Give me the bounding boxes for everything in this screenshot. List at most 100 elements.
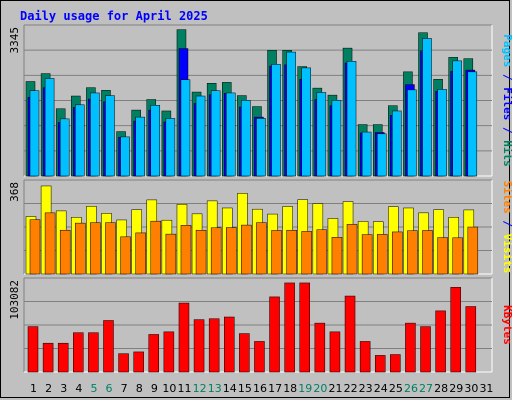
right-label-part-middle-0: Sites — [501, 181, 512, 214]
x-tick-label-day-1: 1 — [30, 382, 37, 395]
bar-kbytes-day-28 — [435, 310, 446, 373]
x-tick-label-day-12: 12 — [193, 382, 207, 395]
right-label-part-middle-1: / — [501, 214, 512, 234]
right-label-middle: Sites / Visits — [501, 181, 512, 274]
x-tick-label-day-24: 24 — [374, 382, 388, 395]
bar-sites-day-5 — [90, 222, 101, 275]
bar-sites-day-4 — [75, 222, 86, 275]
bar-sites-day-11 — [180, 225, 192, 275]
x-tick-label-day-19: 19 — [298, 382, 312, 395]
bar-pages-day-19 — [301, 67, 311, 177]
bar-sites-day-3 — [59, 229, 71, 275]
bar-sites-day-23 — [361, 234, 373, 275]
x-tick-label-day-9: 9 — [151, 382, 158, 395]
bar-pages-day-6 — [105, 95, 115, 177]
x-tick-label-day-20: 20 — [313, 382, 327, 395]
bar-sites-day-30 — [467, 226, 479, 275]
right-label-part-top-2: Files — [501, 87, 512, 120]
bar-pages-day-8 — [135, 116, 145, 177]
x-tick-label-day-16: 16 — [253, 382, 267, 395]
right-label-part-middle-2: Visits — [501, 234, 512, 274]
bar-kbytes-day-4 — [73, 332, 84, 373]
x-tick-label-day-13: 13 — [208, 382, 222, 395]
x-tick-label-day-3: 3 — [60, 382, 67, 395]
bar-kbytes-day-19 — [299, 282, 310, 373]
bar-pages-day-22 — [346, 61, 357, 177]
bar-kbytes-day-20 — [314, 322, 326, 373]
x-tick-label-day-18: 18 — [283, 382, 297, 395]
y-max-label-top: 3345 — [8, 27, 21, 54]
bar-pages-day-16 — [256, 118, 266, 177]
bar-pages-day-30 — [467, 71, 478, 177]
bar-kbytes-day-26 — [405, 322, 416, 373]
right-label-part-top-3: / — [501, 120, 512, 140]
bar-kbytes-day-11 — [178, 302, 190, 373]
bar-kbytes-day-29 — [450, 287, 461, 373]
x-tick-label-day-30: 30 — [464, 382, 478, 395]
bar-sites-day-2 — [44, 212, 56, 275]
right-label-part-top-0: Pages — [501, 34, 512, 67]
bar-pages-day-21 — [331, 100, 342, 177]
x-tick-label-day-7: 7 — [121, 382, 128, 395]
bar-kbytes-day-2 — [42, 342, 54, 373]
bar-kbytes-day-13 — [208, 318, 220, 373]
bar-sites-day-7 — [120, 236, 131, 275]
bar-sites-day-13 — [210, 227, 222, 275]
right-label-bottom: KBytes — [501, 305, 512, 345]
bar-pages-day-28 — [437, 89, 447, 177]
bar-pages-day-29 — [452, 60, 462, 177]
x-tick-label-day-31: 31 — [479, 382, 493, 395]
bar-kbytes-day-7 — [118, 353, 129, 373]
bar-pages-day-23 — [361, 131, 372, 177]
bar-pages-day-25 — [392, 110, 402, 177]
bar-kbytes-day-30 — [465, 306, 477, 373]
bar-kbytes-day-10 — [163, 331, 175, 373]
bar-sites-day-25 — [392, 231, 403, 275]
bar-sites-day-1 — [29, 219, 41, 275]
bar-kbytes-day-14 — [224, 316, 235, 373]
bar-sites-day-21 — [331, 237, 343, 275]
bar-kbytes-day-12 — [193, 319, 205, 373]
x-tick-label-day-27: 27 — [419, 382, 433, 395]
right-label-top: Pages / Files / Hits — [501, 34, 512, 167]
bar-kbytes-day-6 — [103, 320, 114, 373]
x-tick-label-day-14: 14 — [223, 382, 237, 395]
bar-pages-day-2 — [44, 78, 55, 177]
bar-kbytes-day-25 — [390, 354, 401, 373]
bar-kbytes-day-16 — [254, 341, 265, 373]
x-tick-label-day-10: 10 — [162, 382, 176, 395]
x-tick-label-day-22: 22 — [344, 382, 358, 395]
bar-sites-day-12 — [195, 229, 207, 275]
x-tick-label-day-11: 11 — [178, 382, 192, 395]
bar-kbytes-day-21 — [329, 331, 341, 373]
bar-sites-day-19 — [301, 231, 312, 275]
bar-sites-day-17 — [271, 230, 282, 275]
bar-sites-day-10 — [165, 233, 177, 275]
bar-sites-day-24 — [376, 234, 388, 275]
bar-sites-day-8 — [135, 232, 146, 275]
bar-kbytes-day-8 — [133, 351, 144, 373]
bar-kbytes-day-23 — [359, 341, 371, 373]
bar-kbytes-day-18 — [284, 282, 295, 373]
bar-pages-day-10 — [165, 118, 176, 177]
x-tick-label-day-2: 2 — [45, 382, 52, 395]
bar-kbytes-day-5 — [88, 332, 99, 373]
bar-pages-day-1 — [29, 90, 40, 177]
bar-pages-day-18 — [286, 51, 296, 177]
bar-sites-day-6 — [105, 222, 116, 275]
bar-pages-day-5 — [90, 92, 100, 177]
x-tick-label-day-25: 25 — [389, 382, 403, 395]
bar-kbytes-day-27 — [420, 326, 431, 373]
bar-sites-day-16 — [256, 222, 267, 275]
bar-kbytes-day-1 — [27, 326, 39, 373]
x-tick-label-day-5: 5 — [90, 382, 97, 395]
bar-kbytes-day-3 — [57, 342, 69, 373]
bar-pages-day-26 — [407, 89, 417, 177]
x-tick-label-day-15: 15 — [238, 382, 252, 395]
bar-kbytes-day-17 — [269, 296, 280, 373]
y-max-label-bottom: 103082 — [8, 280, 21, 320]
bar-pages-day-7 — [120, 136, 130, 177]
bar-pages-day-24 — [376, 133, 387, 177]
